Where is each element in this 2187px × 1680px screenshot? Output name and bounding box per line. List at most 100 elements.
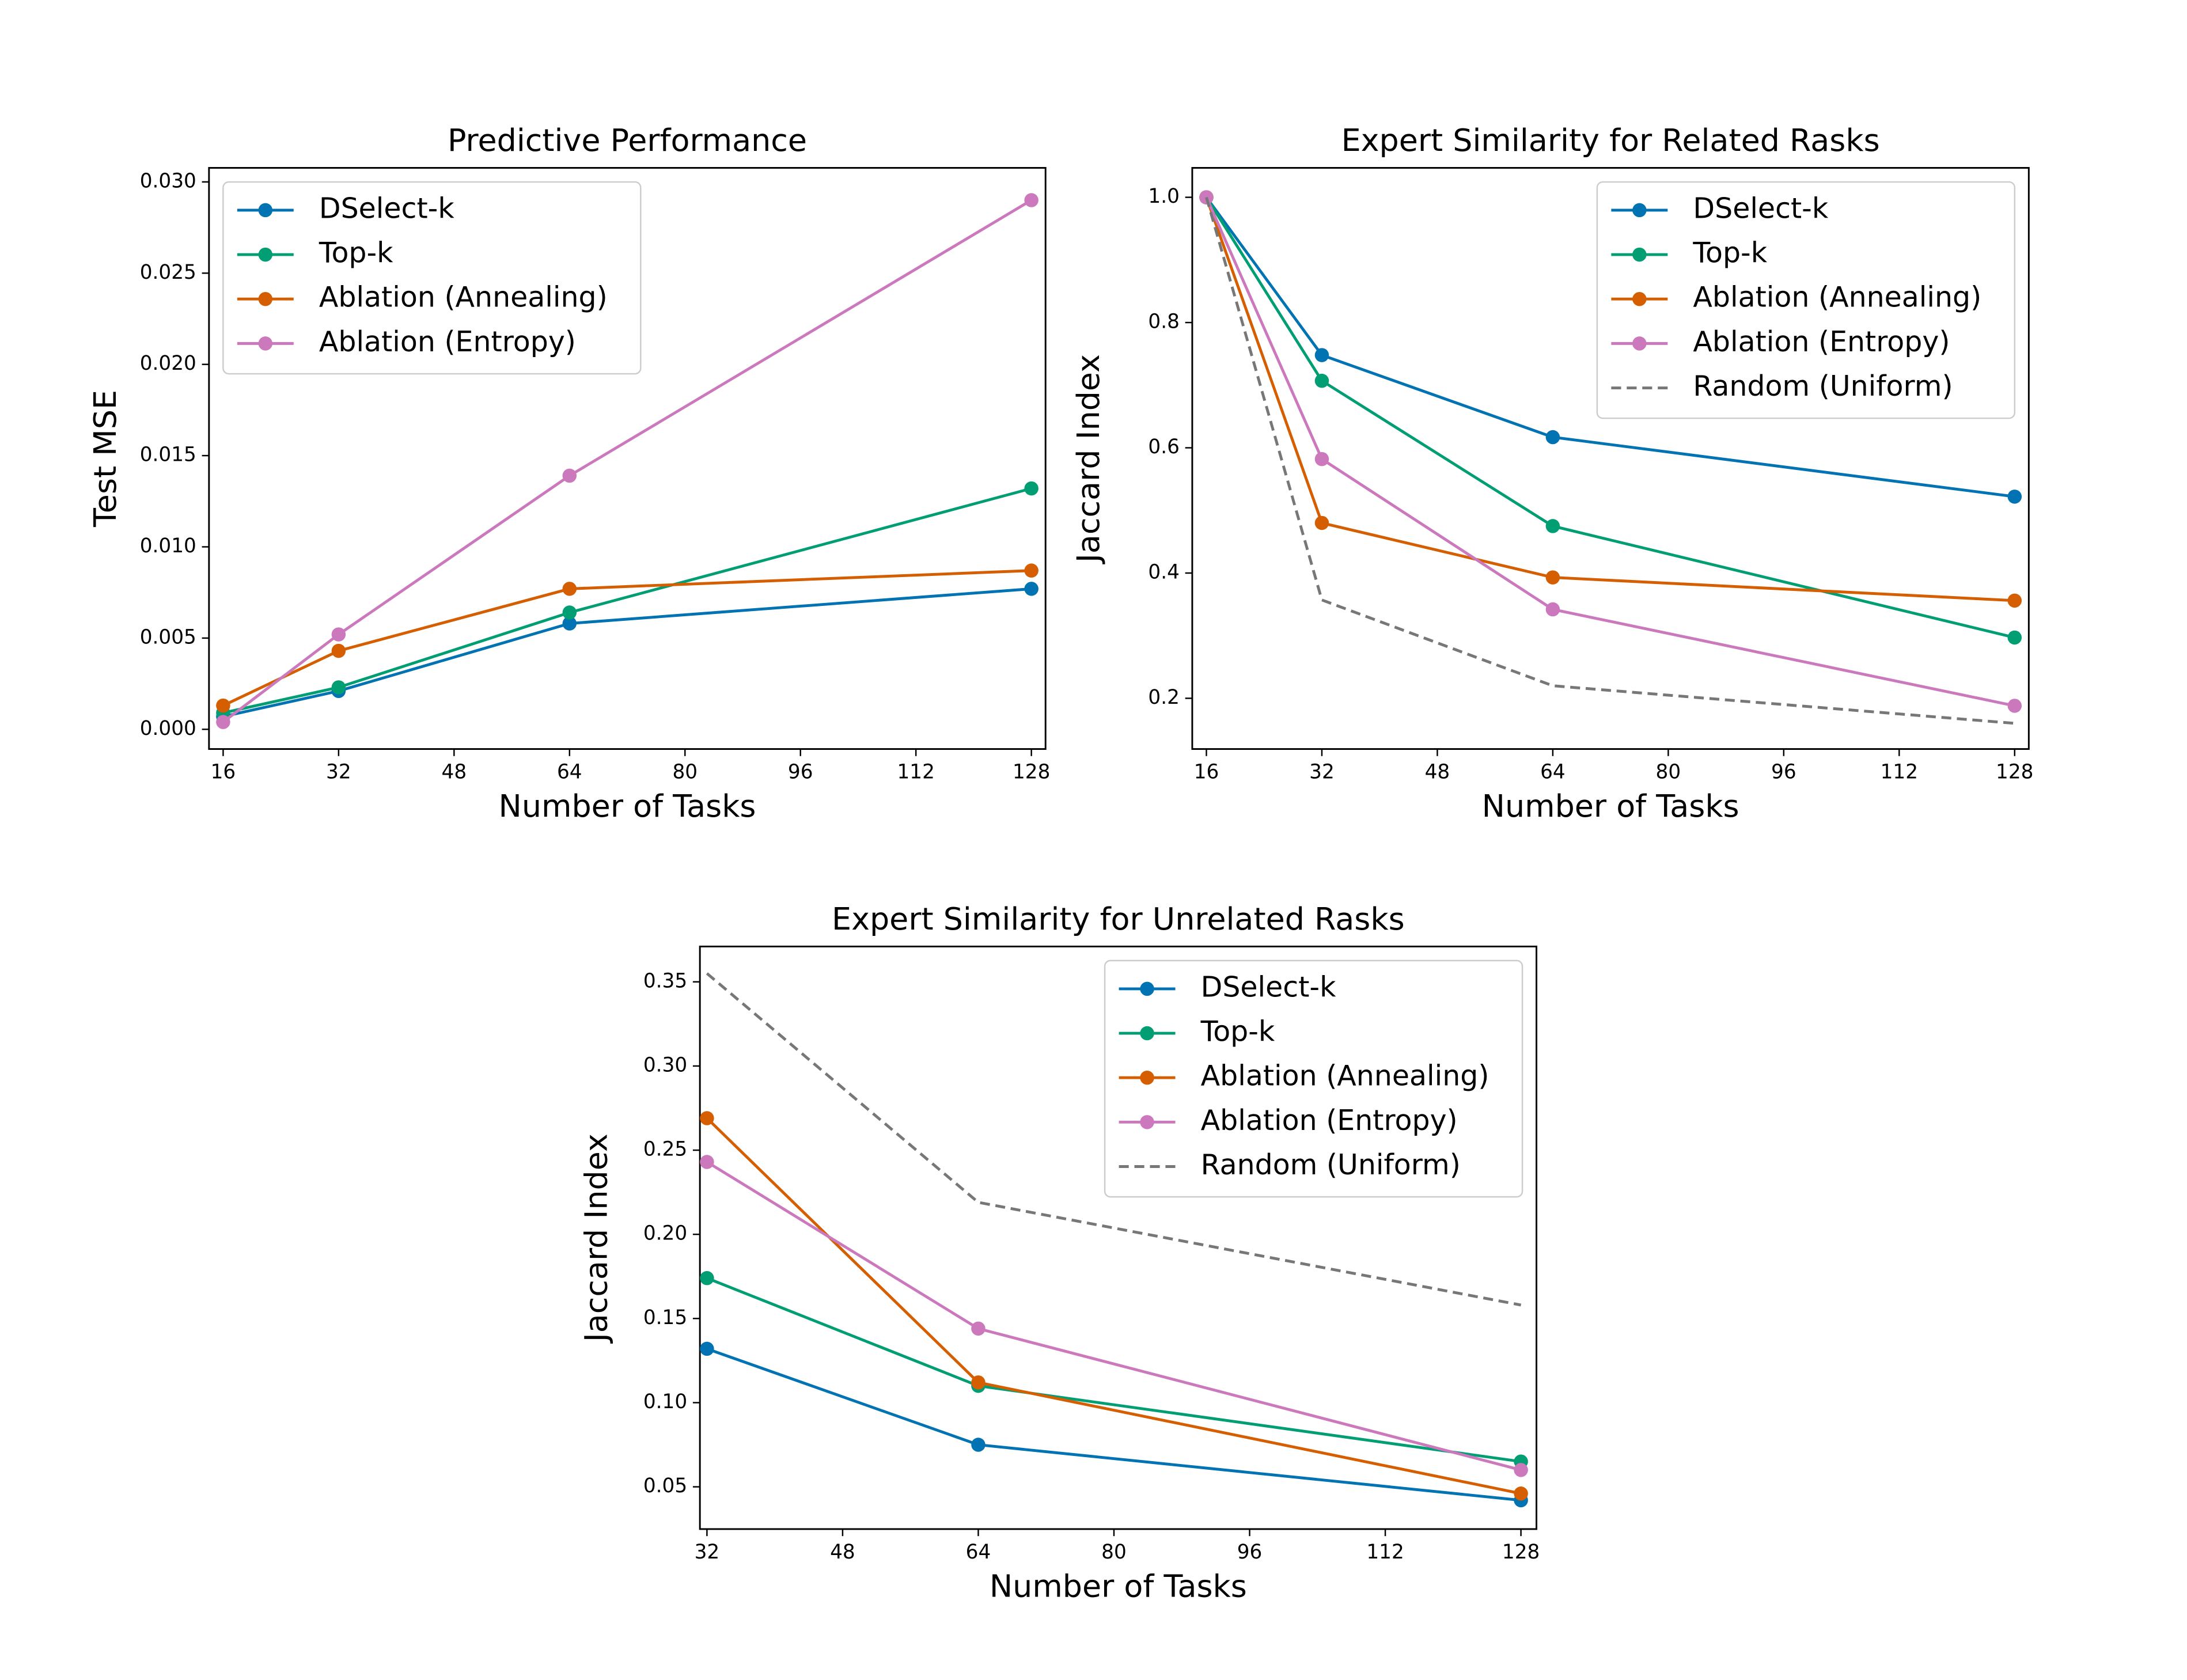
series-marker [2007, 490, 2022, 504]
x-tick-label: 128 [1996, 761, 2033, 784]
series-marker [700, 1111, 714, 1125]
legend-label: Ablation (Entropy) [1201, 1104, 1458, 1137]
series-marker [1545, 519, 1560, 533]
x-tick-label: 128 [1013, 761, 1050, 784]
legend-label: Top-k [1692, 237, 1767, 270]
x-tick-label: 112 [897, 761, 935, 784]
y-tick-label: 0.05 [643, 1474, 687, 1497]
x-axis-label: Number of Tasks [990, 1568, 1247, 1604]
y-axis-label: Test MSE [87, 390, 123, 528]
series-marker [700, 1271, 714, 1285]
y-tick-label: 1.0 [1148, 185, 1180, 208]
series-marker [1314, 452, 1329, 467]
series-marker [216, 715, 230, 729]
series-marker [1514, 1486, 1528, 1501]
y-tick-label: 0.015 [140, 443, 196, 467]
x-tick-label: 64 [966, 1541, 991, 1564]
x-tick-label: 48 [1425, 761, 1450, 784]
legend-label: Random (Uniform) [1201, 1148, 1461, 1181]
legend-marker [258, 291, 273, 306]
series-marker [1024, 563, 1038, 578]
series-line [706, 1276, 1521, 1463]
y-tick-label: 0.35 [643, 969, 687, 992]
x-tick-label: 16 [1194, 761, 1219, 784]
legend-marker [258, 336, 273, 351]
x-tick-label: 48 [442, 761, 467, 784]
plot-frame [699, 945, 1538, 1530]
y-tick-label: 0.005 [140, 625, 196, 649]
x-tick-label: 96 [788, 761, 813, 784]
series-line [1205, 196, 2015, 725]
series-marker [1545, 430, 1560, 445]
legend-marker [258, 203, 273, 218]
x-tick-label: 80 [1101, 1541, 1127, 1564]
series-marker [1545, 570, 1560, 585]
chart: Expert Similarity for Unrelated Rasks Num… [578, 901, 1540, 1604]
y-tick-label: 0.20 [643, 1222, 687, 1245]
y-tick-label: 0.8 [1148, 310, 1180, 333]
series-marker [971, 1375, 986, 1390]
series-marker [216, 698, 230, 713]
series-marker [562, 605, 577, 620]
x-tick-label: 112 [1366, 1541, 1404, 1564]
y-tick-label: 0.30 [643, 1053, 687, 1076]
series-line [1205, 196, 2015, 602]
y-axis-label: Jaccard Index [578, 1133, 614, 1344]
x-tick-label: 32 [1309, 761, 1335, 784]
y-tick-label: 0.025 [140, 261, 196, 284]
series-line [1205, 196, 2015, 498]
x-tick-label: 64 [557, 761, 582, 784]
legend-label: Ablation (Entropy) [319, 325, 576, 358]
plot-frame [1191, 166, 2030, 750]
y-tick-label: 0.000 [140, 717, 196, 740]
chart-title: Expert Similarity for Related Rasks [1341, 122, 1880, 158]
legend-marker [1632, 291, 1647, 306]
series-line [222, 587, 1032, 718]
series-marker [1314, 373, 1329, 388]
x-tick-label: 32 [326, 761, 351, 784]
series-marker [331, 680, 346, 695]
x-tick-label: 80 [672, 761, 698, 784]
legend-marker [1632, 203, 1647, 218]
x-axis-label: Number of Tasks [1482, 788, 1739, 824]
chart: Expert Similarity for Related Rasks Numbe… [1070, 122, 2033, 824]
chart: Predictive Performance Number of Tasks Tes… [87, 122, 1050, 824]
x-tick-label: 32 [695, 1541, 720, 1564]
series-marker [700, 1155, 714, 1169]
x-axis-label: Number of Tasks [499, 788, 756, 824]
series-marker [1024, 481, 1038, 496]
legend-marker [1140, 981, 1154, 996]
y-tick-label: 0.020 [140, 352, 196, 375]
legend-label: Top-k [319, 237, 393, 270]
legend-marker [1140, 1026, 1154, 1041]
legend-label: Ablation (Annealing) [319, 281, 608, 314]
y-tick-label: 0.4 [1148, 560, 1180, 583]
y-tick-label: 0.25 [643, 1138, 687, 1161]
y-tick-label: 0.6 [1148, 435, 1180, 458]
legend-marker [1140, 1070, 1154, 1085]
series-marker [971, 1438, 986, 1452]
y-tick-label: 0.15 [643, 1306, 687, 1329]
x-tick-label: 96 [1771, 761, 1796, 784]
series-marker [562, 616, 577, 631]
series-marker [331, 643, 346, 658]
series-marker [1024, 582, 1038, 596]
y-tick-label: 0.2 [1148, 686, 1180, 709]
series-line [706, 972, 1522, 1307]
series-marker [1545, 602, 1560, 617]
legend-label: Top-k [1200, 1015, 1275, 1048]
plot-frame [208, 166, 1047, 750]
x-tick-label: 112 [1881, 761, 1918, 784]
series-marker [1024, 193, 1038, 207]
series-marker [562, 582, 577, 596]
legend-marker [1632, 336, 1647, 351]
legend-label: DSelect-k [319, 192, 454, 225]
x-tick-label: 80 [1656, 761, 1681, 784]
legend-label: Ablation (Entropy) [1693, 325, 1950, 358]
legend-marker [1632, 247, 1647, 262]
chart-title: Expert Similarity for Unrelated Rasks [832, 901, 1405, 937]
series-marker [562, 468, 577, 483]
series-line [706, 1347, 1521, 1502]
series-line [706, 1161, 1522, 1472]
